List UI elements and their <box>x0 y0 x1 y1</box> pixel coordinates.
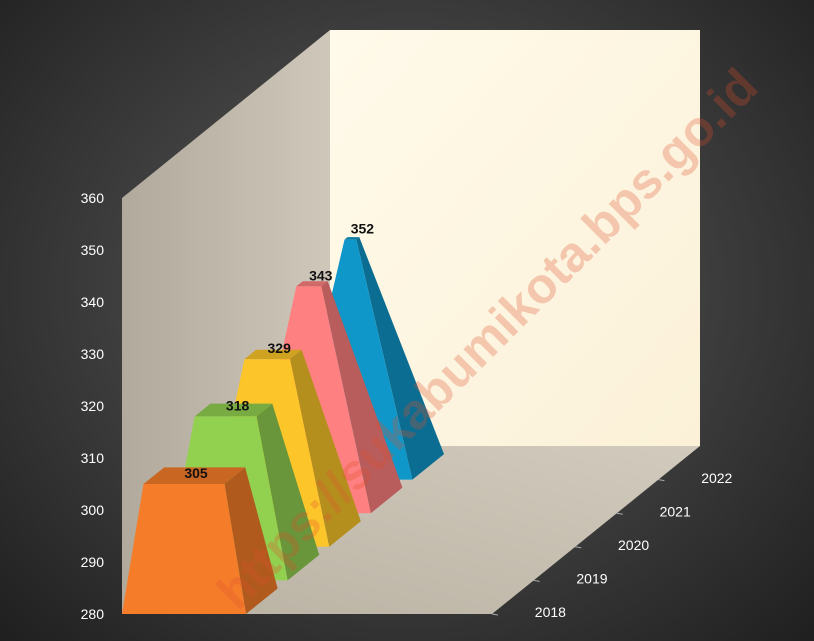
bar-2018 <box>122 467 278 614</box>
y-tick-label: 350 <box>81 242 105 258</box>
data-label: 343 <box>309 267 333 283</box>
bar-side-face <box>256 403 320 581</box>
back-wall <box>330 30 700 446</box>
bar-top-face <box>194 403 273 417</box>
y-tick-label: 330 <box>81 346 105 362</box>
depth-tick-mark <box>533 579 540 582</box>
bar-side-face <box>224 467 278 614</box>
bar-top-face <box>296 281 328 287</box>
y-axis-ticks: 280 290 300 310 320 330 340 350 360 <box>81 190 105 622</box>
bar-top-face <box>244 349 302 360</box>
bar-side-face <box>290 349 361 547</box>
y-tick-label: 340 <box>81 294 105 310</box>
y-tick-label: 290 <box>81 554 105 570</box>
depth-tick-label: 2018 <box>535 604 566 620</box>
depth-tick-label: 2022 <box>701 470 732 486</box>
data-labels: 352 343 329 318 305 <box>184 221 374 481</box>
depth-tick-label: 2021 <box>660 503 691 519</box>
data-label: 318 <box>226 397 250 413</box>
data-label: 305 <box>184 465 208 481</box>
y-tick-label: 320 <box>81 398 105 414</box>
depth-tick-mark <box>616 512 623 515</box>
depth-tick-label: 2019 <box>576 571 607 587</box>
depth-tick-mark <box>658 479 665 482</box>
depth-axis-ticks: 2018 2019 2020 2021 2022 <box>491 470 733 620</box>
y-tick-label: 300 <box>81 502 105 518</box>
data-label: 329 <box>268 340 292 356</box>
bar-side-face <box>321 281 403 514</box>
y-tick-label: 310 <box>81 450 105 466</box>
bar-front-face <box>122 484 246 614</box>
y-tick-label: 360 <box>81 190 105 206</box>
depth-tick-label: 2020 <box>618 537 649 553</box>
bar-top-face <box>143 467 246 484</box>
y-tick-label: 280 <box>81 606 105 622</box>
bar-side-face <box>356 237 445 480</box>
depth-tick-mark <box>575 546 582 549</box>
data-label: 352 <box>351 221 375 237</box>
bars <box>122 237 445 614</box>
bar-top-face <box>344 237 360 240</box>
depth-tick-mark <box>491 613 499 616</box>
